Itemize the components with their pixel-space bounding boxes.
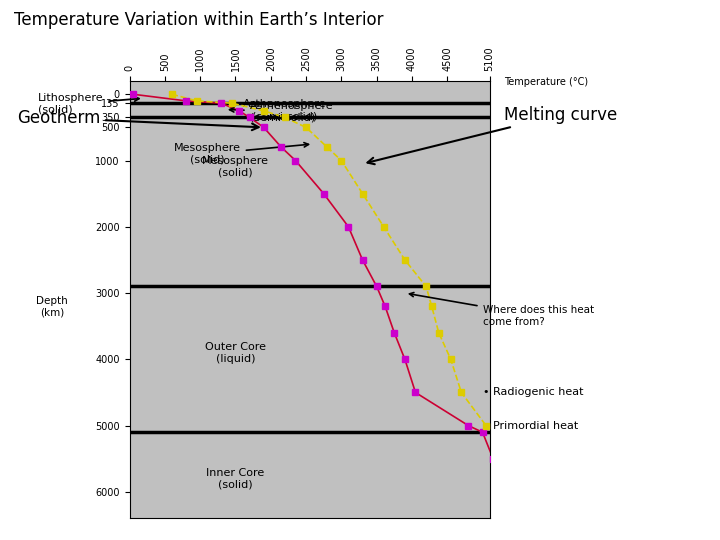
Text: • Radiogenic heat: • Radiogenic heat xyxy=(482,388,583,397)
Text: Lithosphere
(solid): Lithosphere (solid) xyxy=(38,93,139,115)
Text: • Primordial heat: • Primordial heat xyxy=(482,421,577,430)
Text: Where does this heat
come from?: Where does this heat come from? xyxy=(410,293,594,327)
Text: Mesosphere
(solid): Mesosphere (solid) xyxy=(174,143,308,165)
Text: Geotherm: Geotherm xyxy=(17,109,258,130)
Text: Temperature Variation within Earth’s Interior: Temperature Variation within Earth’s Int… xyxy=(14,11,384,29)
Text: Temperature (°C): Temperature (°C) xyxy=(504,77,588,87)
Text: Asthenosphere
(semi-solid): Asthenosphere (semi-solid) xyxy=(243,99,327,121)
Text: Melting curve: Melting curve xyxy=(367,106,617,164)
Text: Inner Core
(solid): Inner Core (solid) xyxy=(207,468,265,489)
Text: Asthenosphere
(semi-solid): Asthenosphere (semi-solid) xyxy=(230,101,333,123)
Text: Mesosphere
(solid): Mesosphere (solid) xyxy=(202,157,269,178)
Text: Depth
(km): Depth (km) xyxy=(36,295,68,317)
Text: Outer Core
(liquid): Outer Core (liquid) xyxy=(205,342,266,363)
